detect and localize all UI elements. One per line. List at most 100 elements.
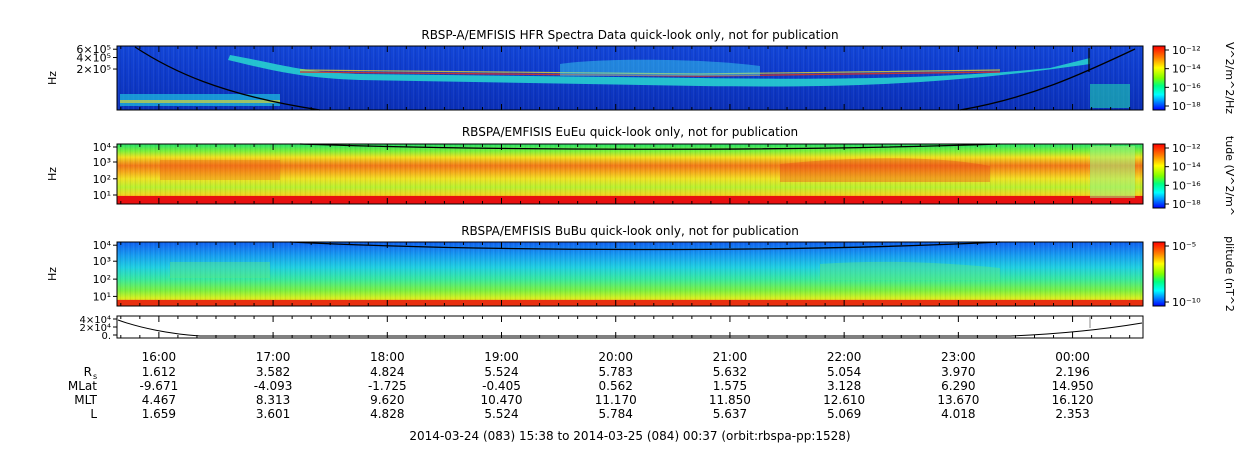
eueu-ylabel: Hz	[46, 167, 59, 181]
x-tick-label: 20:00	[598, 350, 633, 364]
ytick-label: 2×10⁵	[76, 63, 111, 76]
x-tick-label: 23:00	[941, 350, 976, 364]
footer-time-range: 2014-03-24 (083) 15:38 to 2014-03-25 (08…	[409, 429, 850, 443]
ephemeris-value: -9.671	[140, 379, 179, 393]
line-ytick-label: 4×10⁴	[80, 315, 111, 326]
colorbar-tick-label: 10⁻¹⁴	[1172, 63, 1201, 76]
bubu-panel-title: RBSPA/EMFISIS BuBu quick-look only, not …	[461, 224, 799, 238]
ytick-label: 10¹	[93, 189, 111, 202]
ephemeris-value: 13.670	[937, 393, 979, 407]
x-tick-label: 22:00	[827, 350, 862, 364]
ephemeris-value: 4.828	[370, 407, 404, 421]
ytick-label: 6×10⁵	[76, 43, 111, 56]
colorbar-tick-label: 10⁻¹²	[1172, 142, 1201, 155]
bubu-colorbar-ticks: 10⁻⁵ 10⁻¹⁰	[1165, 240, 1201, 309]
ephemeris-value: 16.120	[1052, 393, 1094, 407]
eueu-panel: RBSPA/EMFISIS EuEu quick-look only, not …	[46, 125, 1236, 216]
ephemeris-value: 4.467	[142, 393, 176, 407]
ephemeris-row-label: MLT	[74, 393, 97, 407]
bubu-cutoff-curve	[289, 241, 1001, 251]
ytick-label: 10¹	[93, 290, 111, 303]
ephemeris-value: 0.562	[599, 379, 633, 393]
ephemeris-row-label: MLat	[68, 379, 97, 393]
hfr-cutoff-curve	[134, 46, 1136, 111]
ephemeris-value: -1.725	[368, 379, 407, 393]
x-tick-label: 00:00	[1055, 350, 1090, 364]
colorbar-tick-label: 10⁻¹⁴	[1172, 161, 1201, 174]
colorbar-tick-label: 10⁻¹²	[1172, 44, 1201, 57]
hfr-colorbar	[1152, 45, 1166, 111]
ephemeris-value: 3.601	[256, 407, 290, 421]
line-panel-frame	[116, 315, 1144, 339]
bubu-colorbar-label: plitude (nT^2	[1223, 236, 1236, 312]
ephemeris-value: 3.970	[941, 365, 975, 379]
bubu-colorbar	[1152, 241, 1166, 307]
ephemeris-value: 5.632	[713, 365, 747, 379]
ytick-label: 10²	[93, 273, 111, 286]
ytick-label: 10²	[93, 173, 111, 186]
ephemeris-value: 5.054	[827, 365, 861, 379]
ephemeris-value: 5.783	[599, 365, 633, 379]
ephemeris-value: 2.196	[1055, 365, 1089, 379]
ephemeris-value: 5.069	[827, 407, 861, 421]
hfr-emission-band	[228, 55, 1090, 87]
ephemeris-value: 5.637	[713, 407, 747, 421]
hfr-colorbar-label: V^2/m^2/Hz	[1223, 42, 1236, 114]
hfr-colorbar-ticks: 10⁻¹² 10⁻¹⁴ 10⁻¹⁶ 10⁻¹⁸	[1165, 44, 1201, 113]
line-ytick-label: 0.	[101, 331, 111, 342]
ephemeris-value: -0.405	[482, 379, 521, 393]
colorbar-tick-label: 10⁻¹⁰	[1172, 296, 1201, 309]
ephemeris-value: 6.290	[941, 379, 975, 393]
ephemeris-value: 4.824	[370, 365, 404, 379]
bubu-ylabel: Hz	[46, 267, 59, 281]
ephemeris-value: 1.612	[142, 365, 176, 379]
ephemeris-value: 1.659	[142, 407, 176, 421]
ephemeris-value: 9.620	[370, 393, 404, 407]
hfr-panel: RBSP-A/EMFISIS HFR Spectra Data quick-lo…	[46, 28, 1236, 114]
colorbar-tick-label: 10⁻¹⁶	[1172, 81, 1201, 94]
ephemeris-row-label: L	[90, 407, 97, 421]
ephemeris-value: 3.128	[827, 379, 861, 393]
eueu-cutoff-curve	[299, 143, 1001, 150]
ephemeris-value: 2.353	[1055, 407, 1089, 421]
eueu-colorbar-ticks: 10⁻¹² 10⁻¹⁴ 10⁻¹⁶ 10⁻¹⁸	[1165, 142, 1201, 211]
ephemeris-value: 8.313	[256, 393, 290, 407]
ytick-label: 10³	[93, 156, 111, 169]
ephemeris-value: 12.610	[823, 393, 865, 407]
ytick-label: 10⁴	[93, 141, 112, 154]
ytick-label: 4×10⁵	[76, 52, 111, 65]
orbit-line	[117, 319, 1143, 337]
ephemeris-row-subscript: s	[93, 372, 97, 381]
ytick-label: 10³	[93, 255, 111, 268]
time-axis: 16:00 17:00 18:00 19:00 20:00 21:00 22:00 23:00…	[120, 46, 1131, 364]
eueu-panel-title: RBSPA/EMFISIS EuEu quick-look only, not …	[462, 125, 798, 139]
ephemeris-value: 5.524	[484, 407, 518, 421]
colorbar-tick-label: 10⁻¹⁶	[1172, 179, 1201, 192]
ephemeris-value: 11.170	[595, 393, 637, 407]
ephemeris-value: 4.018	[941, 407, 975, 421]
hfr-panel-title: RBSP-A/EMFISIS HFR Spectra Data quick-lo…	[421, 28, 838, 42]
bubu-yticks: 10⁴ 10³ 10² 10¹	[93, 239, 117, 303]
x-tick-label: 19:00	[484, 350, 519, 364]
hfr-ylabel: Hz	[46, 71, 59, 85]
ytick-label: 10⁴	[93, 239, 112, 252]
colorbar-tick-label: 10⁻¹⁸	[1172, 198, 1201, 211]
bubu-panel: RBSPA/EMFISIS BuBu quick-look only, not …	[46, 224, 1236, 312]
eueu-yticks: 10⁴ 10³ 10² 10¹	[93, 141, 117, 202]
ephemeris-value: -4.093	[254, 379, 293, 393]
eueu-colorbar-label: tude (V^2/m^	[1223, 136, 1236, 216]
line-ytick-label: 2×10⁴	[80, 323, 111, 334]
ephemeris-row-label: R	[84, 365, 92, 379]
ephemeris-value: 1.575	[713, 379, 747, 393]
ephemeris-value: 5.784	[599, 407, 633, 421]
x-tick-label: 21:00	[713, 350, 748, 364]
x-tick-label: 17:00	[256, 350, 291, 364]
ephemeris-value: 10.470	[481, 393, 523, 407]
ephemeris-value: 11.850	[709, 393, 751, 407]
ephemeris-value: 14.950	[1052, 379, 1094, 393]
